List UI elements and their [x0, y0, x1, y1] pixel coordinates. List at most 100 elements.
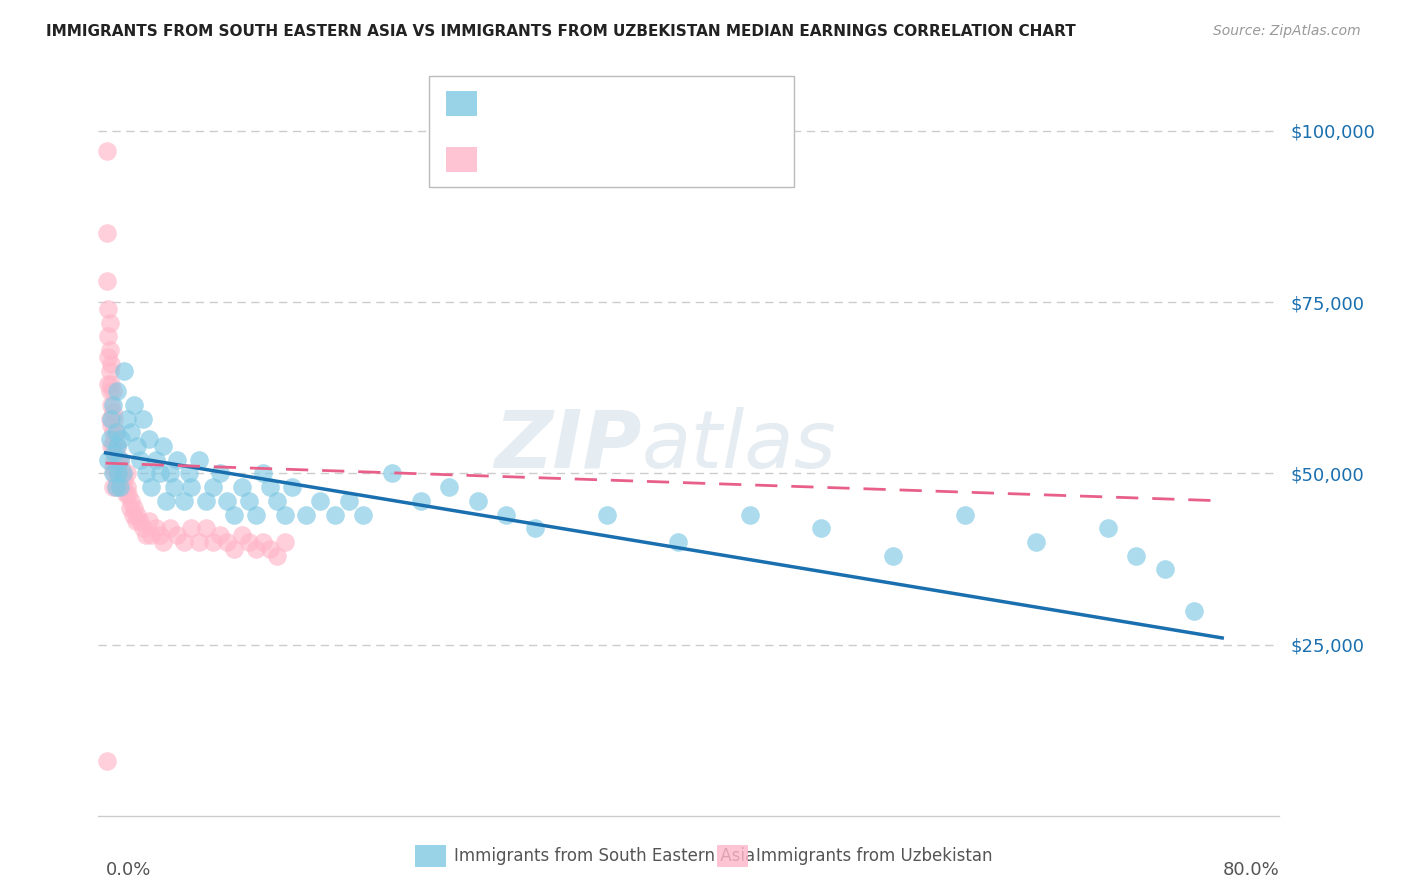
Point — [103, 411, 125, 425]
Point — [98, 384, 121, 399]
Point — [98, 411, 121, 425]
Text: N =: N = — [619, 95, 662, 113]
Point — [159, 521, 181, 535]
Point — [323, 508, 346, 522]
Point — [101, 459, 124, 474]
Point — [103, 446, 125, 460]
Point — [105, 473, 128, 487]
Point — [266, 493, 288, 508]
Point — [100, 377, 122, 392]
Point — [217, 535, 239, 549]
Point — [1097, 521, 1119, 535]
Point — [163, 480, 186, 494]
Point — [104, 446, 127, 460]
Point — [124, 515, 146, 529]
Point — [231, 528, 253, 542]
Point — [111, 480, 134, 494]
Point — [135, 467, 157, 481]
Point — [110, 473, 132, 487]
Point — [252, 467, 274, 481]
Point — [135, 528, 157, 542]
Point — [112, 363, 135, 377]
Point — [1125, 549, 1147, 563]
Point — [666, 535, 689, 549]
Text: N =: N = — [619, 150, 662, 169]
Point — [152, 535, 174, 549]
Point — [103, 432, 125, 446]
Text: IMMIGRANTS FROM SOUTH EASTERN ASIA VS IMMIGRANTS FROM UZBEKISTAN MEDIAN EARNINGS: IMMIGRANTS FROM SOUTH EASTERN ASIA VS IM… — [46, 24, 1076, 39]
Text: 0.0%: 0.0% — [105, 861, 150, 879]
Point — [105, 384, 128, 399]
Point — [96, 275, 118, 289]
Point — [97, 329, 120, 343]
Point — [194, 521, 217, 535]
Point — [98, 316, 121, 330]
Point — [97, 377, 120, 392]
Point — [104, 480, 127, 494]
Point — [159, 467, 181, 481]
Point — [125, 508, 148, 522]
Point — [114, 487, 136, 501]
Point — [97, 452, 120, 467]
Point — [132, 411, 155, 425]
Text: R =: R = — [488, 95, 530, 113]
Text: -0.544: -0.544 — [516, 95, 586, 113]
Point — [101, 467, 124, 481]
Point — [107, 467, 129, 481]
Point — [101, 439, 124, 453]
Point — [111, 467, 134, 481]
Point — [125, 439, 148, 453]
Point — [252, 535, 274, 549]
Point — [96, 227, 118, 241]
Point — [115, 467, 138, 481]
Point — [103, 467, 125, 481]
Point — [122, 398, 145, 412]
Point — [149, 467, 172, 481]
Point — [100, 418, 122, 433]
Point — [108, 480, 131, 494]
Point — [112, 473, 135, 487]
Point — [111, 467, 134, 481]
Point — [120, 493, 142, 508]
Point — [352, 508, 374, 522]
Point — [882, 549, 904, 563]
Point — [245, 508, 267, 522]
Point — [110, 459, 132, 474]
Text: -0.010: -0.010 — [516, 150, 585, 169]
Point — [187, 535, 209, 549]
Point — [132, 521, 155, 535]
Point — [180, 521, 202, 535]
Point — [105, 439, 128, 453]
Point — [166, 452, 188, 467]
Point — [337, 493, 360, 508]
Point — [100, 439, 122, 453]
Point — [409, 493, 432, 508]
Point — [224, 541, 246, 556]
Point — [115, 411, 138, 425]
Text: Immigrants from South Eastern Asia: Immigrants from South Eastern Asia — [454, 847, 755, 865]
Point — [309, 493, 332, 508]
Point — [108, 467, 131, 481]
Point — [173, 535, 195, 549]
Text: 80.0%: 80.0% — [1223, 861, 1279, 879]
Point — [238, 493, 260, 508]
Point — [108, 480, 131, 494]
Point — [177, 467, 200, 481]
Point — [101, 425, 124, 440]
Point — [273, 535, 295, 549]
Point — [98, 432, 121, 446]
Point — [295, 508, 318, 522]
Point — [118, 500, 141, 515]
Point — [100, 357, 122, 371]
Point — [100, 411, 122, 425]
Text: 71: 71 — [651, 95, 678, 113]
Point — [155, 493, 177, 508]
Point — [100, 398, 122, 412]
Point — [107, 467, 129, 481]
Text: atlas: atlas — [641, 407, 837, 485]
Point — [1025, 535, 1047, 549]
Point — [108, 452, 131, 467]
Point — [110, 432, 132, 446]
Point — [217, 493, 239, 508]
Point — [101, 480, 124, 494]
